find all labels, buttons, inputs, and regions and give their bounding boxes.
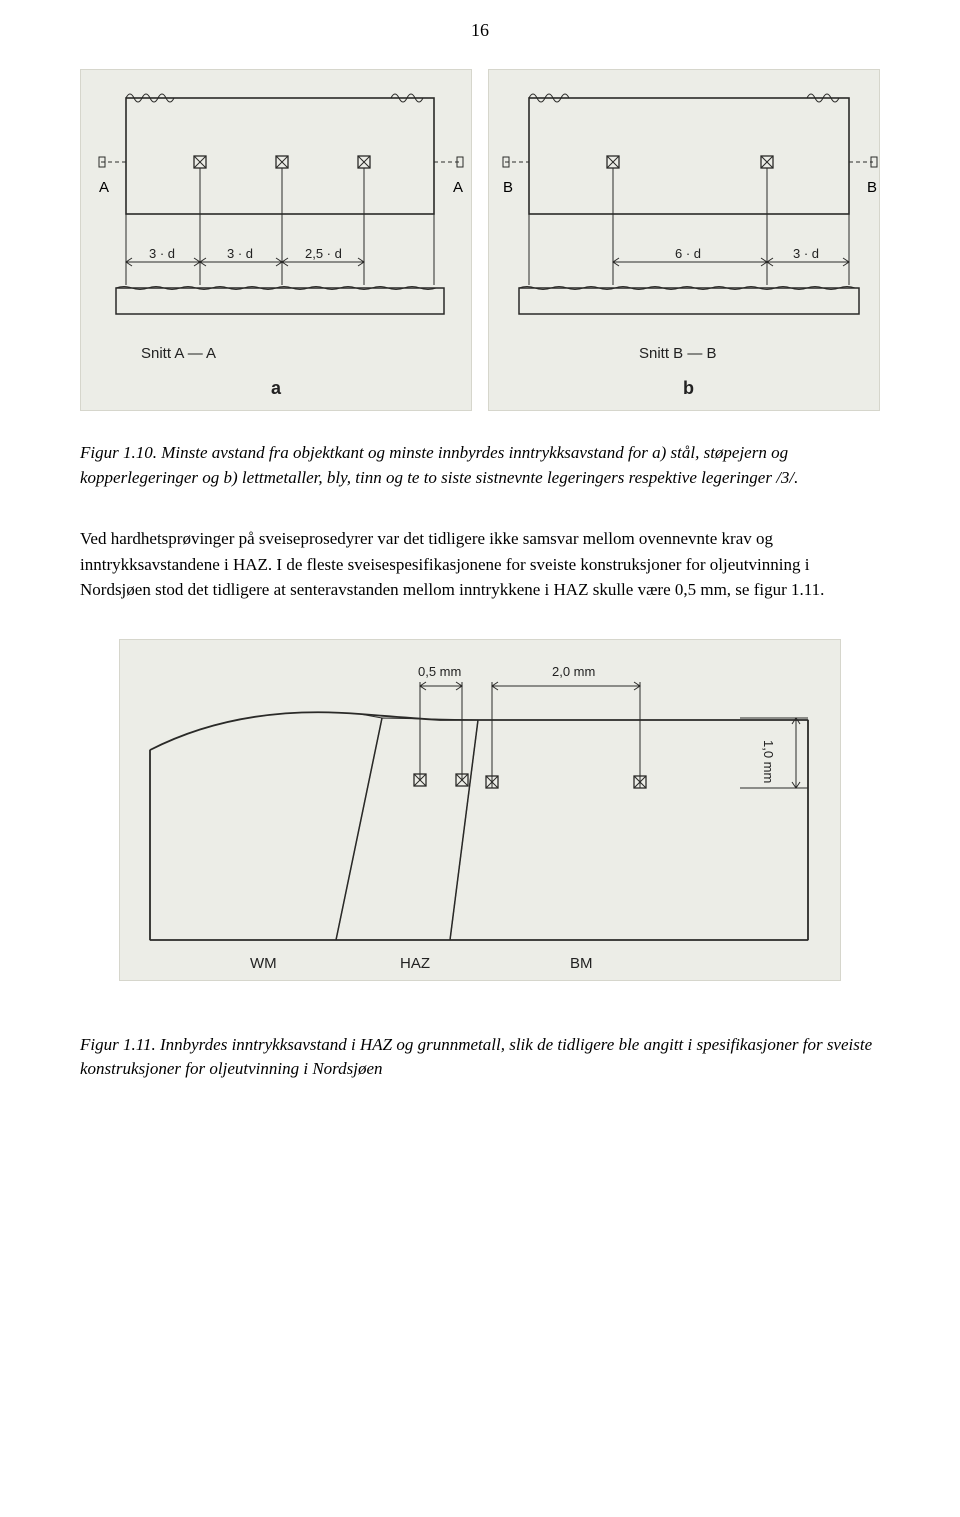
section-letter-a-left: A <box>99 179 109 196</box>
svg-text:2,5 · d: 2,5 · d <box>305 246 342 261</box>
svg-text:6 · d: 6 · d <box>675 246 701 261</box>
snitt-a-label: Snitt A — A <box>141 345 216 362</box>
page-number: 16 <box>80 20 880 41</box>
depth-label: 1,0 mm <box>761 740 776 783</box>
svg-text:3 · d: 3 · d <box>149 246 175 261</box>
zone-wm: WM <box>250 955 277 972</box>
section-letter-b-left: B <box>503 179 513 196</box>
zone-bm: BM <box>570 955 593 972</box>
dim-arrows-b: 6 · d 3 · d <box>613 246 849 266</box>
sub-label-a: a <box>271 378 282 398</box>
svg-text:3 · d: 3 · d <box>793 246 819 261</box>
figure-1-10: A A 3 · d <box>80 69 880 411</box>
figure-1-11: 0,5 mm 2,0 mm 1,0 mm <box>80 639 880 981</box>
dim-arrows-a: 3 · d 3 · d 2,5 · d <box>126 246 364 266</box>
indent-marks-b <box>607 156 773 168</box>
section-letter-b-right: B <box>867 179 877 196</box>
indent-marks-haz <box>414 774 646 788</box>
figure-panel-b: B B 6 · d 3 · d <box>488 69 880 411</box>
svg-text:0,5 mm: 0,5 mm <box>418 664 461 679</box>
snitt-b-label: Snitt B — B <box>639 345 717 362</box>
indent-marks-a <box>194 156 370 168</box>
section-letter-a-right: A <box>453 179 463 196</box>
body-paragraph: Ved hardhetsprøvinger på sveiseprosedyre… <box>80 526 880 603</box>
figure-panel-a: A A 3 · d <box>80 69 472 411</box>
zone-haz: HAZ <box>400 955 430 972</box>
document-page: 16 A A <box>0 0 960 1122</box>
svg-text:2,0 mm: 2,0 mm <box>552 664 595 679</box>
svg-text:3 · d: 3 · d <box>227 246 253 261</box>
sub-label-b: b <box>683 378 694 398</box>
figure-1-10-caption: Figur 1.10. Minste avstand fra objektkan… <box>80 441 880 490</box>
figure-1-11-caption: Figur 1.11. Innbyrdes inntrykksavstand i… <box>80 1033 880 1082</box>
